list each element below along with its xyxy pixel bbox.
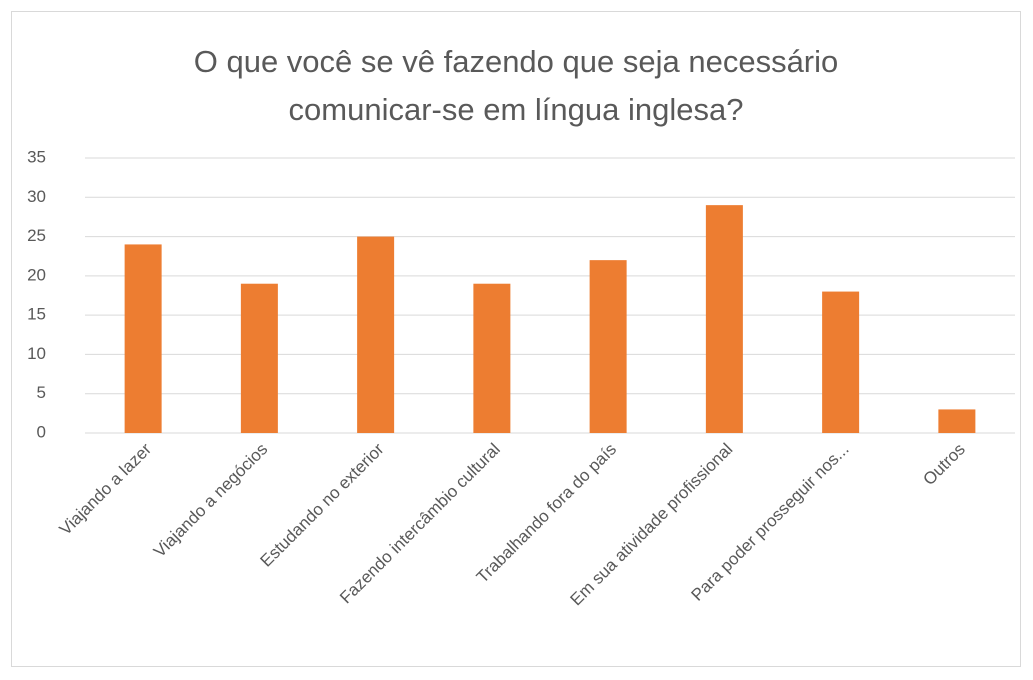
chart-frame [11,11,1021,667]
y-tick-label: 35 [27,147,46,166]
bar [705,205,743,433]
y-tick-label: 0 [37,422,46,441]
bar [124,244,162,433]
bar [473,283,511,433]
bar [938,409,976,433]
y-tick-label: 5 [37,383,46,402]
x-tick-label: Viajando a negócios [150,440,271,561]
bar [822,291,860,433]
y-tick-label: 20 [27,265,46,284]
x-tick-label: Viajando a lazer [56,439,156,539]
x-tick-label: Outros [919,440,969,490]
y-tick-label: 10 [27,344,46,363]
bar [240,283,278,433]
y-tick-label: 15 [27,305,46,324]
chart-title: O que você se vê fazendo que seja necess… [193,44,839,127]
x-tick-label: Estudando no exterior [257,439,388,570]
bar [589,260,627,433]
y-tick-label: 30 [27,187,46,206]
bar [357,236,395,433]
y-tick-label: 25 [27,226,46,245]
